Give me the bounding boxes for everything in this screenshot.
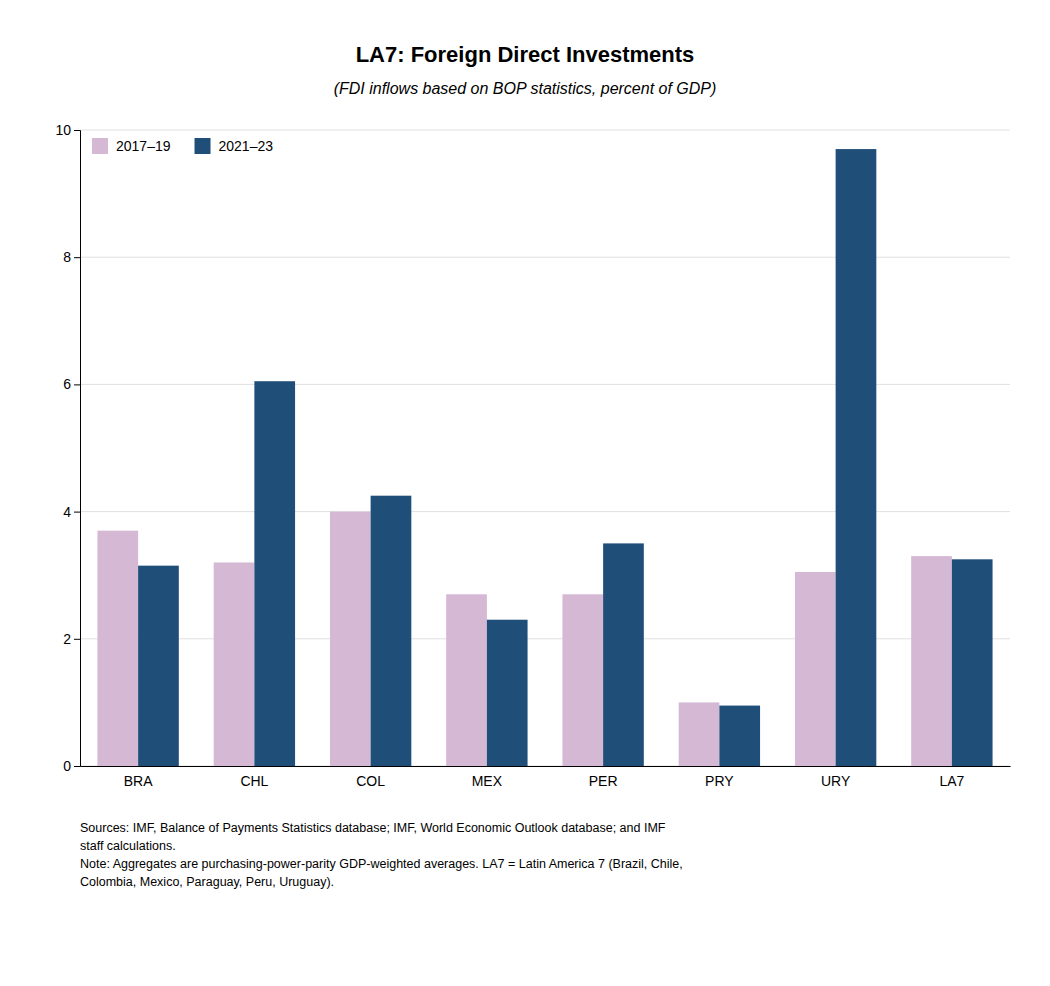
- tick: 0: [63, 758, 80, 774]
- source-text: Note: Aggregates are purchasing-power-pa…: [80, 857, 683, 871]
- tick-label: BRA: [124, 773, 153, 789]
- tick-mark: [74, 766, 80, 767]
- tick: PER: [589, 773, 618, 789]
- legend-label: 2017–19: [116, 138, 171, 154]
- bar: [371, 496, 412, 766]
- tick-label: 6: [63, 376, 71, 392]
- tick-label: 8: [63, 249, 71, 265]
- tick-label: COL: [356, 773, 385, 789]
- tick-label: PER: [589, 773, 618, 789]
- source-text: staff calculations.: [80, 839, 176, 853]
- tick-label: URY: [821, 773, 851, 789]
- bar: [952, 559, 993, 766]
- plot: 0246810BRACHLCOLMEXPERPRYURYLA72017–1920…: [55, 122, 1010, 789]
- tick: 10: [55, 122, 80, 138]
- y-axis: 0 2 4 6 8 10: [55, 122, 80, 774]
- bar: [214, 562, 255, 766]
- title: LA7: Foreign Direct Investments: [356, 42, 695, 67]
- bar-series: [138, 149, 992, 766]
- bar: [446, 594, 487, 766]
- bar: [795, 572, 836, 766]
- bar: [330, 512, 371, 766]
- legend-label: 2021–23: [219, 138, 274, 154]
- bar-series: [97, 512, 951, 766]
- bar: [97, 531, 138, 766]
- tick: COL: [356, 773, 385, 789]
- tick-mark: [74, 130, 80, 131]
- tick-label: 10: [55, 122, 71, 138]
- source-text: Sources: IMF, Balance of Payments Statis…: [80, 821, 666, 835]
- bar: [719, 706, 760, 766]
- tick: 6: [63, 376, 80, 392]
- legend-swatch: [92, 138, 108, 154]
- tick-label: 4: [63, 504, 71, 520]
- legend-item: 2017–19: [92, 138, 171, 154]
- tick: 2: [63, 631, 80, 647]
- grid: [80, 130, 1010, 766]
- legend-item: 2021–23: [195, 138, 274, 154]
- tick: PRY: [705, 773, 734, 789]
- tick-label: 0: [63, 758, 71, 774]
- bar: [254, 381, 295, 766]
- tick: LA7: [939, 773, 964, 789]
- tick-mark: [74, 639, 80, 640]
- bars: [97, 149, 992, 766]
- x-axis: BRA CHL COL MEX PER PRY URY LA7: [81, 767, 1011, 789]
- tick-label: CHL: [240, 773, 268, 789]
- subtitle: (FDI inflows based on BOP statistics, pe…: [334, 80, 717, 97]
- tick: 4: [63, 504, 80, 520]
- source-text: Colombia, Mexico, Paraguay, Peru, Urugua…: [80, 875, 334, 889]
- grid-line: [80, 130, 1010, 131]
- chart: LA7: Foreign Direct Investments (FDI infl…: [0, 0, 1050, 986]
- bar: [138, 566, 179, 766]
- axis-line: [81, 766, 1011, 767]
- annotations: Sources: IMF, Balance of Payments Statis…: [80, 821, 683, 889]
- tick: 8: [63, 249, 80, 265]
- tick: URY: [821, 773, 851, 789]
- tick-label: LA7: [939, 773, 964, 789]
- bar: [487, 620, 528, 766]
- bar: [603, 543, 644, 766]
- tick: MEX: [472, 773, 503, 789]
- tick-label: 2: [63, 631, 71, 647]
- tick: BRA: [124, 773, 153, 789]
- bar: [911, 556, 952, 766]
- tick-label: PRY: [705, 773, 734, 789]
- bar: [562, 594, 603, 766]
- tick-mark: [74, 384, 80, 385]
- axis-line: [74, 131, 81, 767]
- bar: [679, 702, 720, 766]
- tick: CHL: [240, 773, 268, 789]
- tick-label: MEX: [472, 773, 503, 789]
- tick-mark: [74, 512, 80, 513]
- legend: 2017–19 2021–23: [92, 138, 273, 154]
- legend-swatch: [195, 138, 211, 154]
- bar: [836, 149, 877, 766]
- tick-mark: [74, 257, 80, 258]
